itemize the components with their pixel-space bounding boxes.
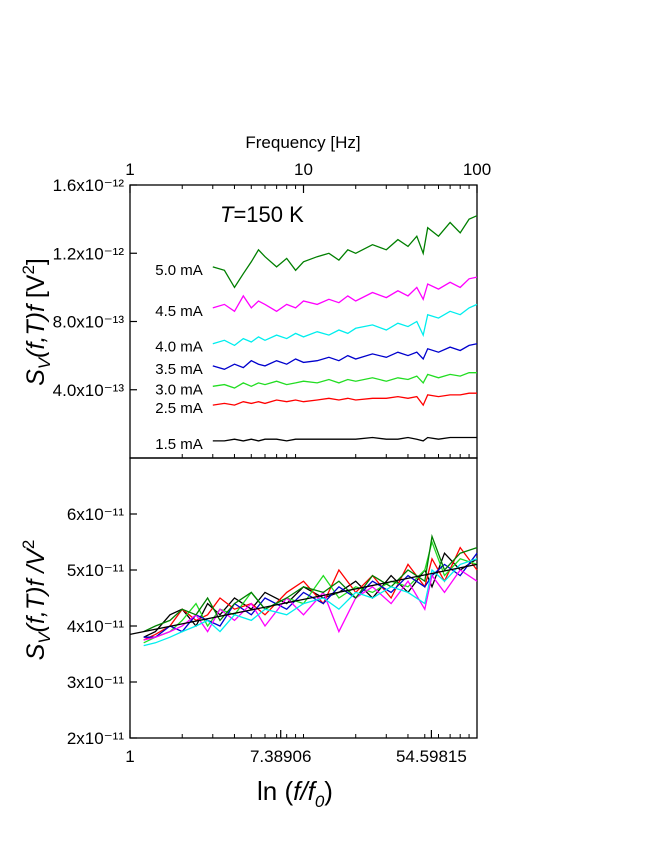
x-tick-label: 1 [125,160,134,179]
x-tick-label: 1 [125,747,134,766]
label-part: ] [22,258,50,265]
plot-frame [129,457,478,739]
series-line [212,303,478,347]
annotation: T=150 K [220,202,304,227]
series-label: 3.5 mA [155,361,203,378]
series-label: 4.0 mA [155,339,203,356]
series-label: 4.5 mA [155,303,203,320]
y-tick-label: 1.2x10⁻¹² [53,244,125,263]
label-part: V [35,356,54,369]
series-line [212,276,478,313]
label-part: (f,T)f /V [22,547,50,633]
label-part: 2 [19,265,38,274]
series-line [212,372,477,389]
label-part: ln ( [257,776,293,806]
label-part: 2 [19,540,38,549]
label-part: ) [324,776,333,806]
y-tick-label: 3x10⁻¹¹ [67,673,124,692]
y-tick-label: 1.6x10⁻¹² [53,176,125,195]
label-part: [V [22,274,50,305]
y-tick-label: 4.0x10⁻¹³ [53,381,125,400]
series-label: 1.5 mA [155,436,203,453]
series-line [212,215,478,289]
top-x-label: Frequency [Hz] [245,133,360,152]
label-part: S [22,643,50,660]
series-label: 3.0 mA [155,381,203,398]
label-part: f/f [293,776,317,806]
series-line [143,546,478,641]
x-tick-label: 100 [463,160,491,179]
series-line [143,569,478,641]
annotation-part: =150 K [233,202,304,227]
y-tick-label: 2x10⁻¹¹ [67,729,124,748]
bottom-y-label: SV(f,T)f /V2 [19,540,54,661]
series-line [143,552,478,638]
label-part: (f,T)f [22,302,50,358]
top-y-label: SV(f,T)f [V2] [19,258,54,386]
label-part: S [22,369,50,386]
series-line [212,392,477,407]
label-part: 0 [315,792,325,811]
fit-line [129,563,478,636]
y-tick-label: 8.0x10⁻¹³ [53,313,125,332]
series-line [212,436,477,442]
x-tick-label: 10 [294,160,313,179]
x-tick-label: 7.38906 [250,747,311,766]
annotation-part: T [220,202,235,227]
series-line [143,533,478,633]
bottom-x-label: ln (f/f0) [257,776,333,811]
series-line [212,343,478,370]
y-tick-label: 6x10⁻¹¹ [67,505,124,524]
y-tick-label: 4x10⁻¹¹ [67,617,124,636]
series-label: 5.0 mA [155,262,203,279]
y-tick-label: 5x10⁻¹¹ [67,561,124,580]
series-line [143,558,478,647]
label-part: V [35,631,54,644]
x-tick-label: 54.59815 [396,747,467,766]
series-label: 2.5 mA [155,400,203,417]
